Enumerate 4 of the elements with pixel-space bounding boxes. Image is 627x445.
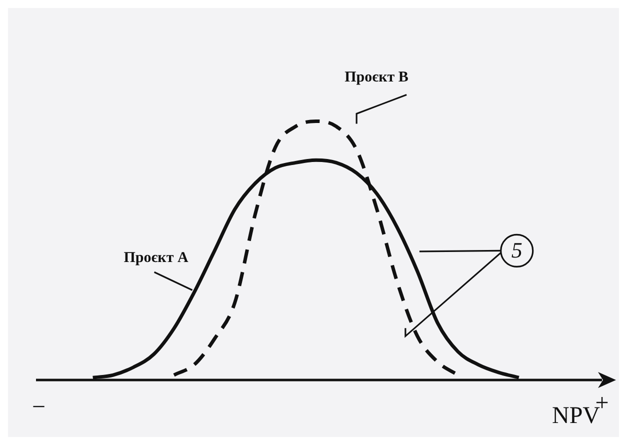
text: Проєкт В bbox=[344, 70, 408, 86]
series-label: Проєкт А bbox=[124, 250, 188, 266]
annotation: 5 bbox=[511, 237, 522, 262]
text: − bbox=[32, 394, 46, 420]
